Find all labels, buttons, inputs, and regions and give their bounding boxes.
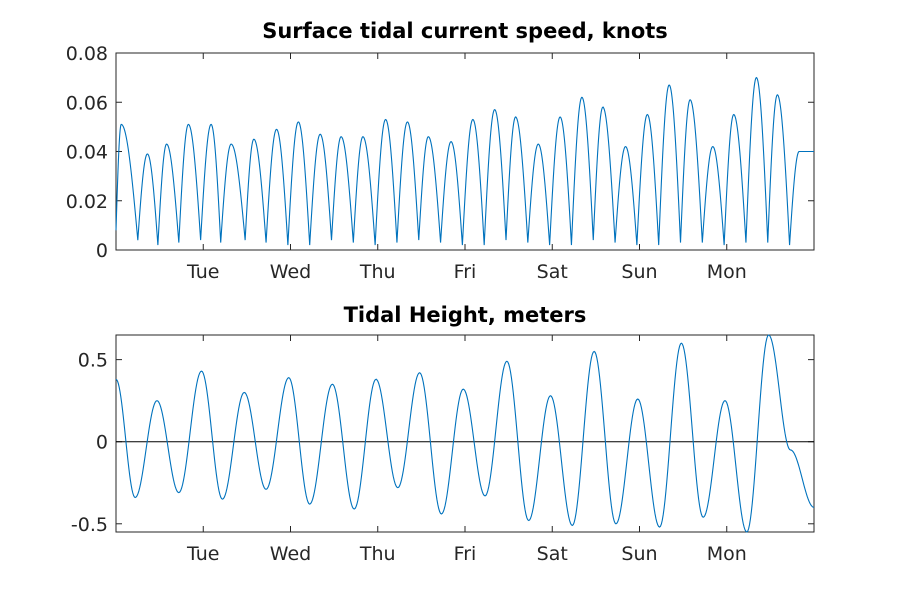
tidal-height-axes [115, 334, 815, 533]
current-speed-ytick-label: 0.02 [66, 191, 108, 213]
current-speed-series-line [115, 76, 814, 246]
current-speed-ytick-label: 0.08 [66, 43, 108, 65]
current-speed-xtick-label: Sun [621, 261, 657, 283]
current-speed-title: Surface tidal current speed, knots [262, 19, 668, 43]
tidal-height-ytick-label: -0.5 [71, 514, 108, 536]
tidal-height-ytick-label: 0 [96, 432, 108, 454]
tidal-height-xtick-label: Tue [186, 543, 219, 565]
current-speed-xtick-label: Thu [359, 261, 396, 283]
current-speed-axes [115, 52, 815, 251]
tidal-height-xtick-label: Mon [707, 543, 747, 565]
tidal-height-panel: Tidal Height, meters -0.5 0 0.5 Tue Wed Thu Fr… [71, 303, 815, 565]
current-speed-ytick-label: 0.04 [66, 142, 108, 164]
tidal-height-title: Tidal Height, meters [344, 303, 587, 327]
tidal-height-xtick-label: Thu [359, 543, 396, 565]
current-speed-xtick-label: Wed [270, 261, 311, 283]
tidal-height-ytick-label: 0.5 [78, 350, 108, 372]
tidal-height-series-line [115, 334, 815, 533]
current-speed-xtick-label: Fri [454, 261, 477, 283]
current-speed-panel: Surface tidal current speed, knots 0 0.02… [66, 19, 815, 283]
current-speed-ytick-label: 0 [96, 240, 108, 262]
current-speed-xtick-label: Tue [186, 261, 219, 283]
current-speed-xtick-label: Mon [707, 261, 747, 283]
tidal-height-xtick-label: Sun [621, 543, 657, 565]
tidal-height-xtick-label: Wed [270, 543, 311, 565]
tidal-height-xtick-label: Sat [537, 543, 568, 565]
current-speed-xtick-label: Sat [537, 261, 568, 283]
current-speed-ytick-label: 0.06 [66, 92, 108, 114]
tidal-height-xtick-label: Fri [454, 543, 477, 565]
